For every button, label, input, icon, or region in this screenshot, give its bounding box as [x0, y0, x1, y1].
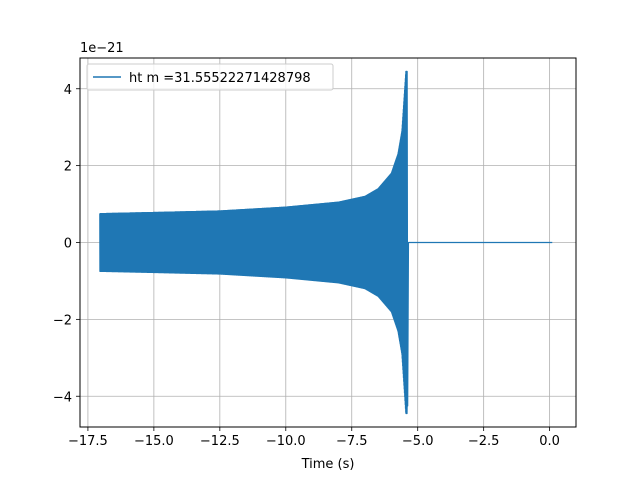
legend: ht m =31.55522271428798 [86, 63, 334, 91]
series-layer [99, 70, 553, 415]
x-tick-label: −17.5 [68, 434, 108, 449]
x-axis-label: Time (s) [301, 457, 355, 472]
legend-box [86, 63, 334, 91]
x-tick-label: −12.5 [200, 434, 240, 449]
x-tick-label: −7.5 [336, 434, 368, 449]
y-tick-label: 2 [64, 160, 72, 175]
y-tick-label: 0 [64, 237, 72, 252]
x-tick-label: −5.0 [402, 434, 434, 449]
y-tick-label: −2 [53, 313, 72, 328]
series-line-ht [99, 70, 553, 415]
x-tick-label: −2.5 [468, 434, 500, 449]
legend-label: ht m =31.55522271428798 [129, 71, 311, 86]
x-tick-label: −10.0 [266, 434, 306, 449]
y-offset-label: 1e−21 [80, 41, 124, 56]
y-tick-label: −4 [53, 390, 72, 405]
x-tick-label: −15.0 [134, 434, 174, 449]
x-tick-label: 0.0 [539, 434, 560, 449]
y-tick-label: 4 [64, 83, 72, 98]
y-axis: −4 −2 0 2 4 [53, 83, 80, 405]
x-axis: −17.5 −15.0 −12.5 −10.0 −7.5 −5.0 −2.5 0.0 [68, 427, 560, 449]
